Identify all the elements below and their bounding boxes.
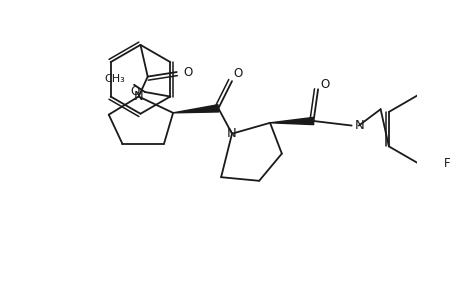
Text: O: O xyxy=(130,85,139,98)
Text: O: O xyxy=(233,68,242,80)
Text: O: O xyxy=(319,78,329,91)
Text: N: N xyxy=(353,119,363,132)
Polygon shape xyxy=(269,117,313,124)
Text: N: N xyxy=(134,90,143,103)
Text: O: O xyxy=(183,66,192,79)
Text: N: N xyxy=(227,127,236,140)
Text: CH₃: CH₃ xyxy=(104,74,125,84)
Polygon shape xyxy=(173,105,218,113)
Text: F: F xyxy=(442,157,449,170)
